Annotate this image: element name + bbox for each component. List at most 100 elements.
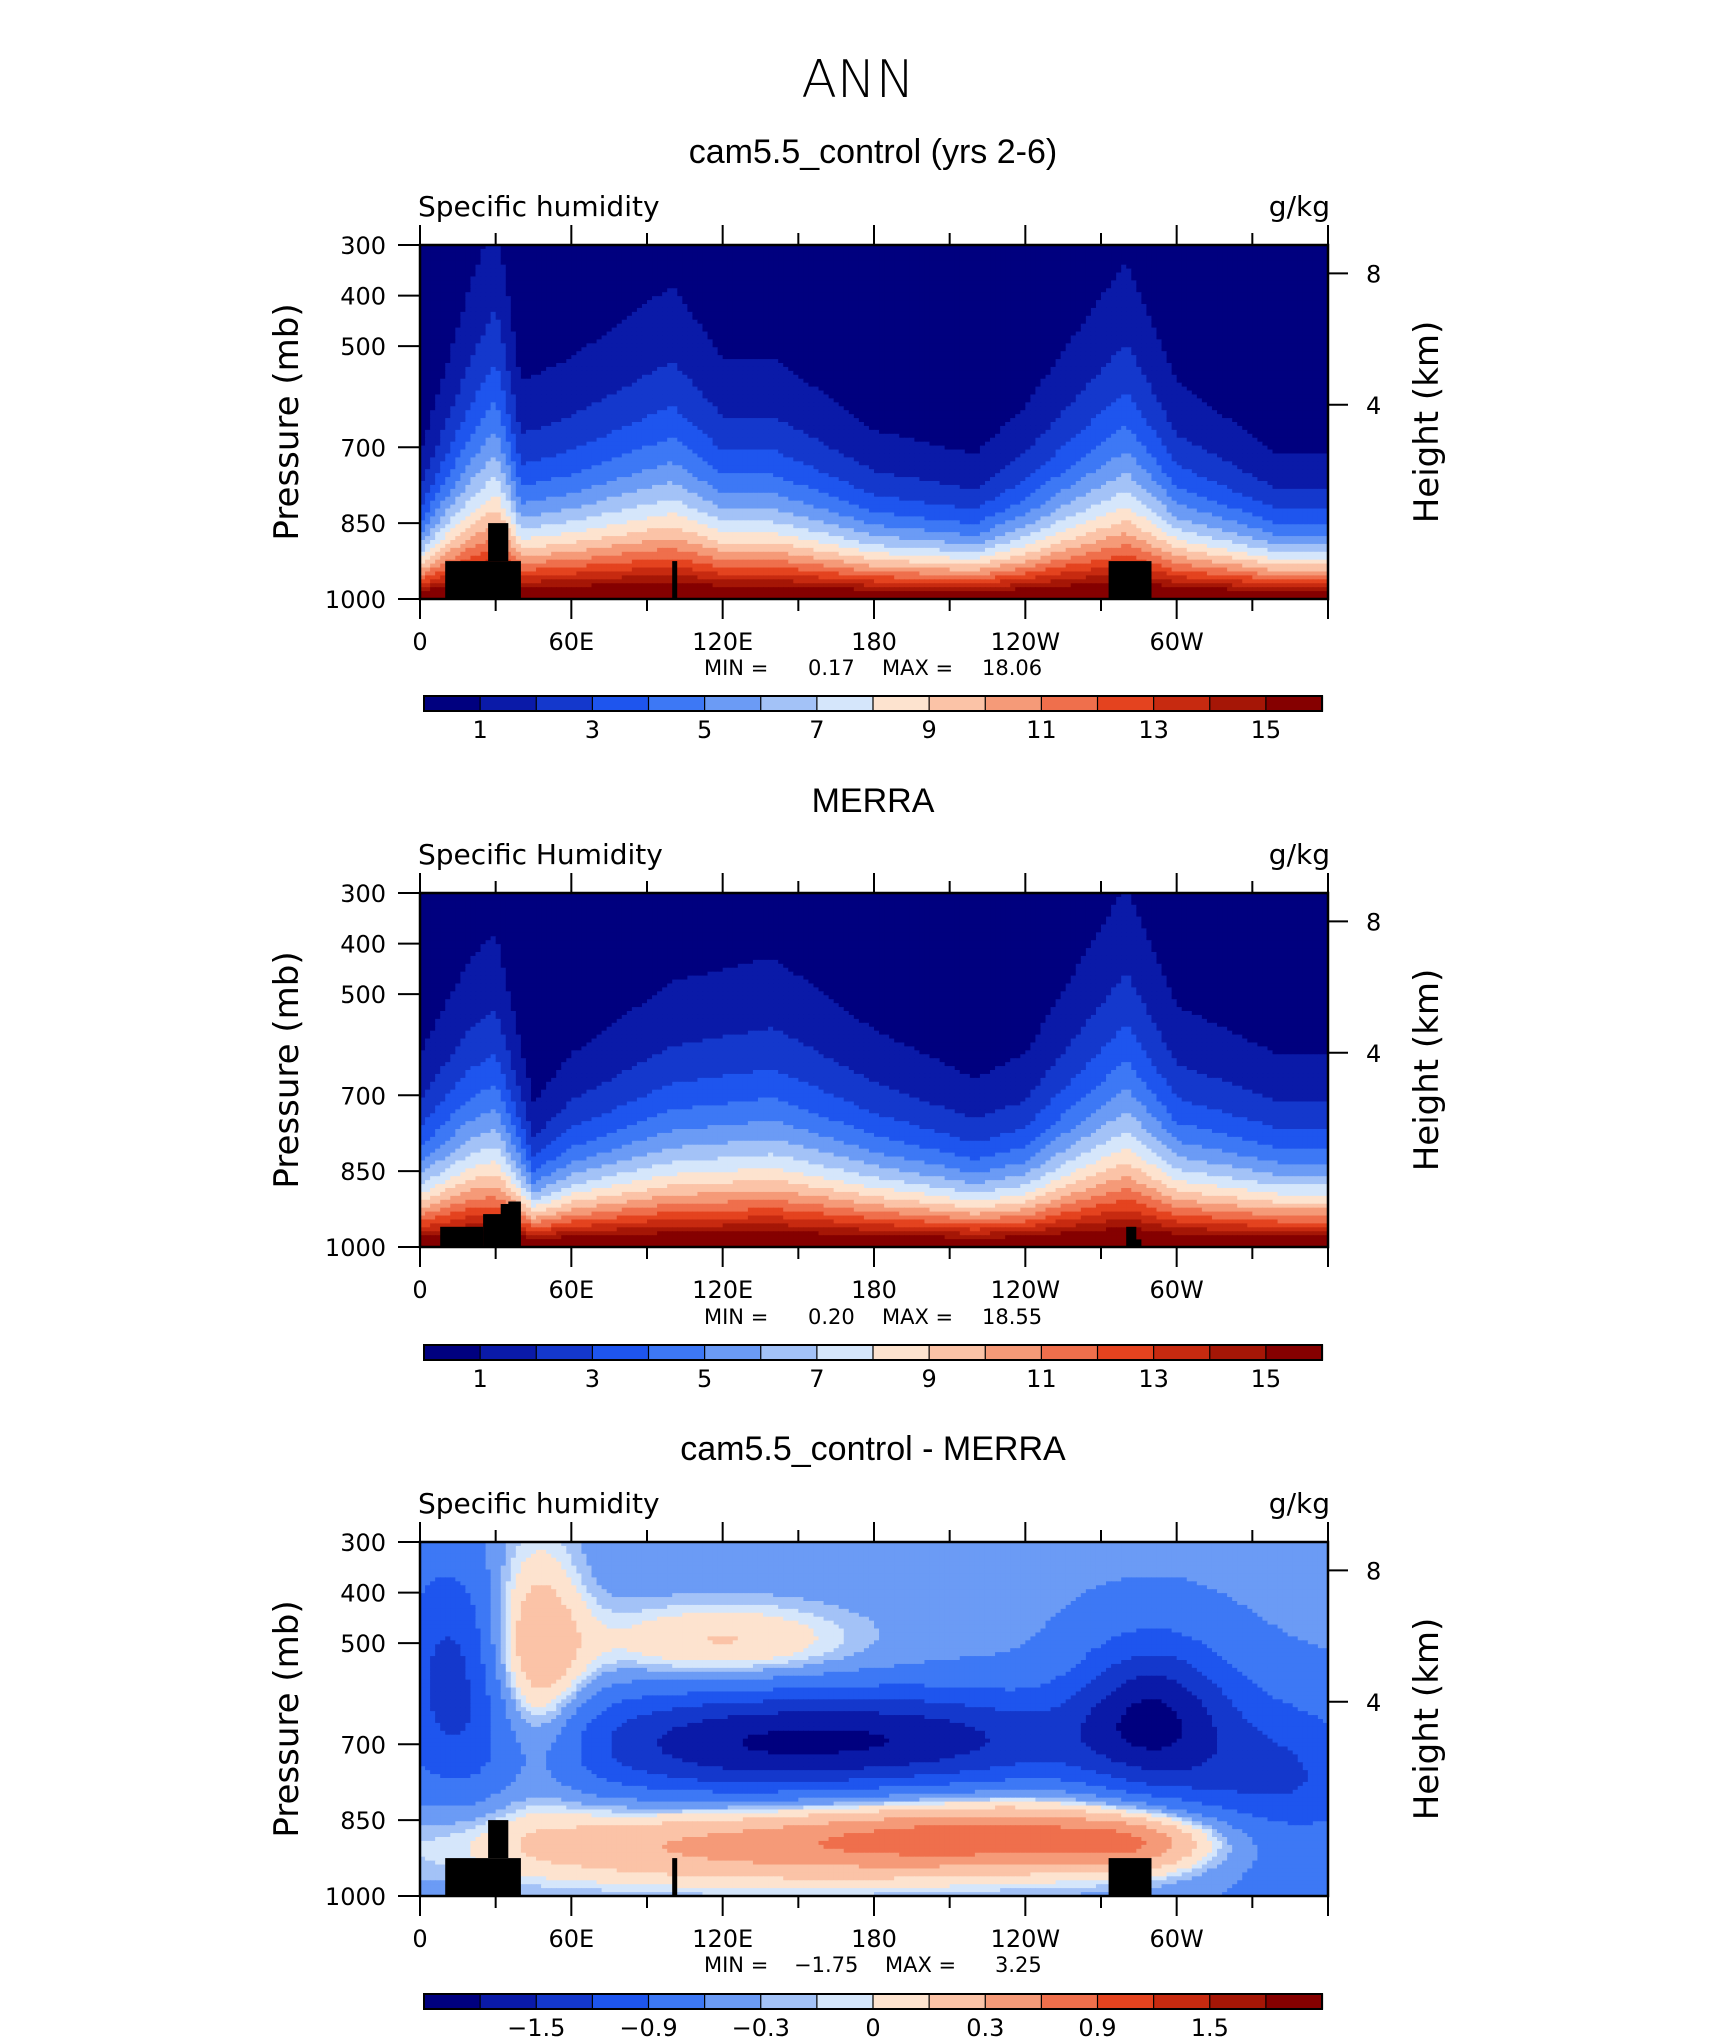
contour-cell xyxy=(1055,351,1062,356)
contour-cell xyxy=(1095,260,1102,266)
contour-cell xyxy=(1005,288,1011,293)
contour-cell xyxy=(828,311,835,317)
contour-cell xyxy=(561,304,567,309)
contour-cell xyxy=(525,307,532,313)
contour-cell xyxy=(510,245,517,250)
contour-cell xyxy=(889,245,895,250)
contour-cell xyxy=(1242,307,1248,313)
contour-cell xyxy=(768,268,774,274)
contour-cell xyxy=(768,351,774,356)
contour-cell xyxy=(662,307,668,313)
contour-cell xyxy=(1186,327,1193,333)
contour-cell xyxy=(571,280,577,285)
contour-cell xyxy=(924,272,931,278)
contour-cell xyxy=(495,307,502,313)
contour-cell xyxy=(1020,339,1026,344)
contour-cell xyxy=(692,351,699,356)
contour-cell xyxy=(425,331,431,337)
contour-cell xyxy=(1297,260,1304,266)
contour-cell xyxy=(455,292,461,297)
contour-cell xyxy=(783,343,789,348)
contour-cell xyxy=(520,284,527,289)
contour-cell xyxy=(848,300,855,305)
contour-cell xyxy=(818,304,825,309)
contour-cell xyxy=(904,339,910,344)
contour-cell xyxy=(1020,245,1026,250)
contour-cell xyxy=(1080,252,1087,258)
contour-cell xyxy=(1317,315,1324,321)
contour-cell xyxy=(1080,335,1087,340)
contour-cell xyxy=(571,351,577,356)
contour-cell xyxy=(611,351,618,356)
contour-cell xyxy=(1065,276,1072,281)
contour-cell xyxy=(828,272,835,278)
contour-cell xyxy=(838,315,845,321)
contour-cell xyxy=(500,307,507,313)
contour-cell xyxy=(919,319,926,325)
contour-cell xyxy=(974,307,981,313)
contour-cell xyxy=(808,284,815,289)
contour-cell xyxy=(1242,304,1248,309)
contour-cell xyxy=(803,264,810,270)
contour-cell xyxy=(460,245,466,250)
contour-cell xyxy=(1156,311,1163,317)
contour-cell xyxy=(485,245,492,250)
contour-cell xyxy=(1106,304,1112,309)
contour-cell xyxy=(858,307,865,313)
contour-cell xyxy=(541,252,547,258)
contour-cell xyxy=(904,300,910,305)
contour-cell xyxy=(657,252,663,258)
contour-cell xyxy=(480,256,487,262)
contour-cell xyxy=(995,292,1001,297)
contour-cell xyxy=(783,248,789,254)
contour-cell xyxy=(874,252,880,258)
contour-cell xyxy=(747,323,754,329)
contour-cell xyxy=(652,252,658,258)
contour-cell xyxy=(480,264,487,270)
contour-cell xyxy=(934,331,941,337)
contour-cell xyxy=(763,331,769,337)
contour-cell xyxy=(863,327,870,333)
contour-cell xyxy=(959,351,966,356)
contour-cell xyxy=(571,276,577,281)
contour-cell xyxy=(1196,311,1203,317)
contour-cell xyxy=(894,339,900,344)
contour-cell xyxy=(949,260,956,266)
contour-cell xyxy=(1101,327,1107,333)
contour-cell xyxy=(677,276,683,281)
contour-cell xyxy=(1025,280,1031,285)
contour-cell xyxy=(914,307,920,313)
contour-cell xyxy=(737,248,744,254)
contour-cell xyxy=(1211,284,1218,289)
contour-cell xyxy=(1025,276,1031,281)
contour-cell xyxy=(979,311,986,317)
contour-cell xyxy=(717,268,724,274)
contour-cell xyxy=(1171,347,1178,352)
contour-cell xyxy=(990,272,996,278)
contour-cell xyxy=(717,343,724,348)
contour-cell xyxy=(601,264,608,270)
contour-cell xyxy=(601,245,608,250)
contour-cell xyxy=(1045,288,1052,293)
contour-cell xyxy=(1161,252,1168,258)
contour-cell xyxy=(889,307,895,313)
contour-cell xyxy=(551,256,557,262)
contour-cell xyxy=(848,323,855,329)
contour-cell xyxy=(1015,288,1021,293)
contour-cell xyxy=(510,292,517,297)
contour-cell xyxy=(1126,304,1132,309)
contour-cell xyxy=(752,307,759,313)
contour-cell xyxy=(808,343,815,348)
contour-cell xyxy=(677,260,683,266)
contour-cell xyxy=(1015,296,1021,301)
contour-cell xyxy=(1302,260,1309,266)
contour-cell xyxy=(430,347,436,352)
contour-cell xyxy=(1317,311,1324,317)
contour-cell xyxy=(1217,280,1223,285)
contour-cell xyxy=(1222,256,1228,262)
contour-cell xyxy=(823,276,830,281)
contour-cell xyxy=(1312,264,1319,270)
contour-cell xyxy=(657,300,663,305)
contour-cell xyxy=(1116,343,1122,348)
contour-cell xyxy=(1222,284,1228,289)
